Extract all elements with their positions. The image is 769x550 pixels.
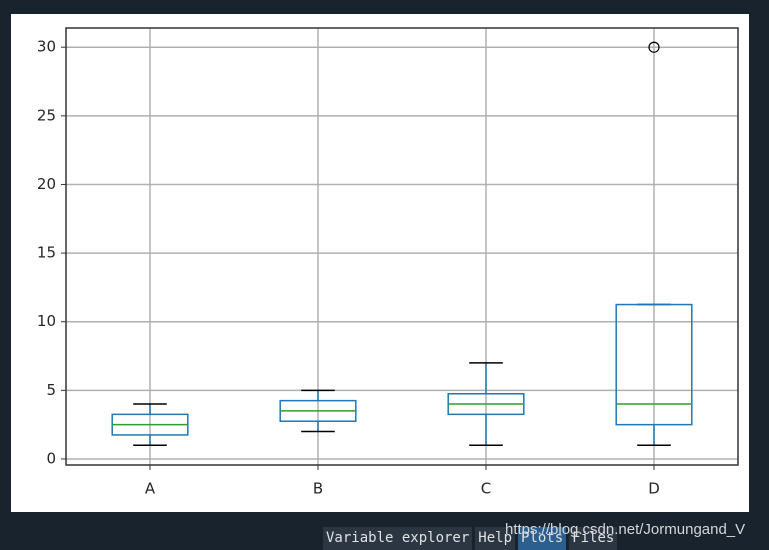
y-tick-label: 5 <box>46 381 56 399</box>
tab[interactable]: Variable explorer <box>323 527 473 550</box>
y-tick-label: 15 <box>37 244 56 262</box>
x-tick-label: C <box>481 480 491 498</box>
figure-background <box>11 14 749 512</box>
y-tick-label: 0 <box>46 449 56 467</box>
x-tick-label: B <box>313 480 323 498</box>
tab-bar: Variable explorer Help Plots Files <box>323 527 618 550</box>
flier <box>648 41 660 53</box>
tab[interactable]: Plots <box>518 527 567 550</box>
y-tick-label: 20 <box>37 175 56 193</box>
y-tick-label: 30 <box>37 38 56 56</box>
y-tick-label: 25 <box>37 106 56 124</box>
axes-frame <box>65 27 739 466</box>
y-tick-label: 10 <box>37 312 56 330</box>
tab[interactable]: Files <box>569 527 618 550</box>
tab[interactable]: Help <box>475 527 516 550</box>
x-tick-label: D <box>648 480 660 498</box>
box <box>615 303 693 426</box>
chart: 0 5 10 15 20 25 30 A B C D <box>11 14 749 512</box>
watermark: https://blog.csdn.net/Jormungand_V <box>505 521 746 538</box>
x-tick-label: A <box>145 480 156 498</box>
